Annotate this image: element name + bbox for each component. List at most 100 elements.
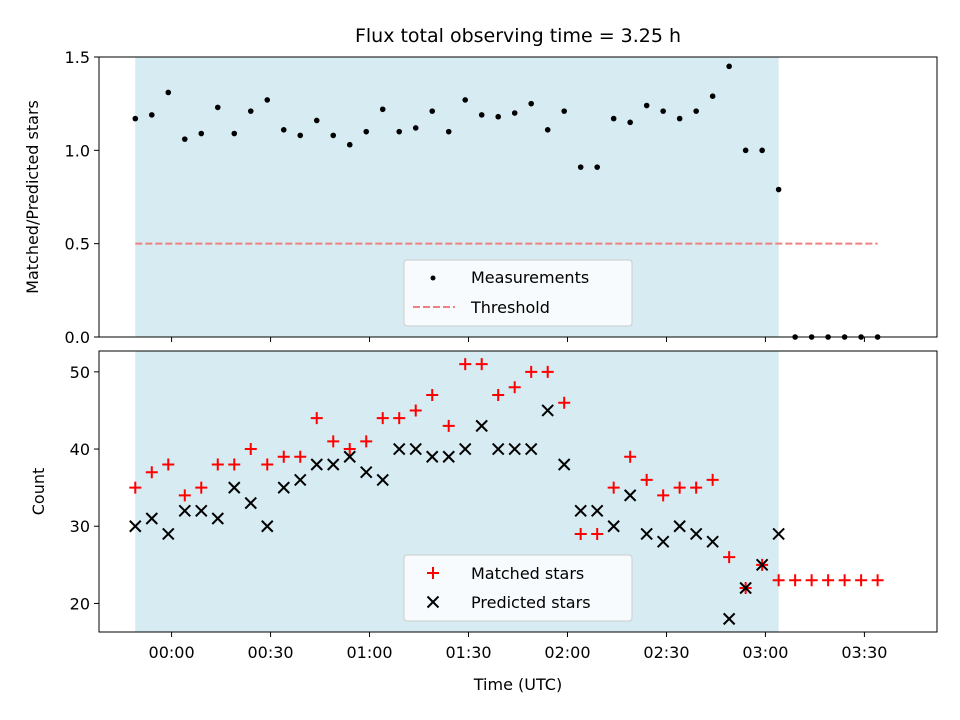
measurement-point: [181, 136, 188, 142]
matched-star-point: [838, 574, 851, 587]
top-legend-box: [403, 259, 633, 327]
matched-star-point: [690, 481, 703, 494]
top-y-tick-label: 1.0: [65, 141, 90, 160]
predicted-star-point: [640, 527, 653, 541]
matched-star-point: [145, 466, 158, 479]
measurement-point: [775, 186, 782, 193]
x-axis-label: Time (UTC): [473, 675, 562, 694]
matched-star-point: [871, 574, 884, 587]
measurement-point: [412, 125, 419, 131]
legend-predicted-label: Predicted stars: [471, 593, 591, 612]
predicted-star-point: [491, 442, 505, 456]
matched-star-point: [360, 435, 373, 448]
top-x-ticks: [171, 337, 865, 342]
predicted-star-point: [376, 473, 389, 487]
matched-star-point: [310, 412, 323, 425]
measurement-point: [495, 113, 502, 120]
top-axes-frame: [98, 56, 938, 338]
predicted-star-point: [673, 520, 686, 533]
measurement-point: [330, 132, 337, 139]
matched-star-point: [178, 489, 191, 502]
matched-star-point: [607, 481, 620, 494]
bottom-y-tick-label: 50: [70, 363, 90, 382]
chart-title: Flux total observing time = 3.25 h: [355, 25, 681, 47]
measurement-point: [660, 108, 666, 114]
predicted-star-point: [442, 450, 455, 463]
predicted-star-point: [310, 458, 323, 471]
matched-star-point: [657, 489, 670, 502]
measurement-point: [247, 108, 254, 114]
matched-star-point: [475, 358, 488, 371]
matched-star-point: [855, 574, 868, 587]
legend-matched-label: Matched stars: [471, 564, 584, 583]
measurement-point: [676, 115, 683, 122]
x-tick-label: 00:00: [149, 643, 195, 662]
legend-predicted-marker: [426, 595, 440, 609]
predicted-star-point: [772, 527, 785, 541]
measurement-points: [132, 63, 881, 340]
matched-star-point: [211, 458, 224, 471]
legend-matched-marker: [427, 567, 439, 579]
measurement-point: [462, 97, 469, 103]
predicted-star-point: [607, 520, 620, 533]
matched-star-point: [640, 473, 653, 486]
measurement-point: [363, 128, 370, 135]
matched-star-point: [673, 481, 686, 494]
matched-star-point: [525, 365, 538, 378]
predicted-star-point: [294, 473, 307, 487]
matched-star-point: [805, 574, 818, 587]
measurement-point: [313, 117, 320, 124]
x-tick-label: 00:30: [248, 643, 294, 662]
top-y-tick-label: 1.5: [65, 48, 90, 67]
predicted-star-point: [623, 489, 637, 502]
x-tick-label: 02:30: [643, 643, 689, 662]
measurement-point: [544, 127, 551, 133]
predicted-star-point: [195, 504, 208, 518]
measurement-point: [627, 119, 633, 126]
predicted-star-point: [722, 612, 736, 626]
predicted-star-point: [393, 442, 406, 456]
top-y-axis-label: Matched/Predicted stars: [23, 100, 42, 294]
measurement-point: [231, 130, 238, 137]
measurement-point: [379, 106, 386, 113]
predicted-star-point: [689, 527, 703, 541]
matched-star-point: [574, 527, 587, 540]
matched-star-point: [789, 574, 802, 587]
predicted-star-point: [211, 512, 224, 525]
measurement-point: [742, 147, 749, 154]
matched-star-point: [541, 365, 554, 378]
bottom-legend: Matched stars Predicted stars: [403, 554, 633, 622]
matched-star-point: [277, 450, 290, 463]
x-tick-label: 02:00: [544, 643, 590, 662]
top-y-tick-label: 0.0: [65, 328, 90, 347]
measurement-point: [643, 102, 650, 109]
x-tick-label: 03:30: [841, 643, 887, 662]
predicted-star-point: [557, 458, 571, 471]
matched-star-point: [195, 481, 208, 494]
legend-threshold-label: Threshold: [470, 298, 550, 317]
matched-star-point: [327, 435, 340, 448]
measurement-point: [132, 115, 139, 122]
measurement-point: [511, 110, 518, 116]
measurement-point: [528, 100, 534, 107]
x-tick-label: 01:00: [346, 643, 392, 662]
legend-matched-symbol: [427, 567, 439, 579]
x-tick-label: 01:30: [445, 643, 491, 662]
matched-star-point: [442, 419, 455, 432]
predicted-star-point: [574, 504, 587, 518]
bottom-y-ticks: 20 30 40 50: [70, 363, 99, 613]
predicted-star-point: [162, 527, 175, 541]
matched-star-point: [129, 481, 142, 494]
matched-star-point: [624, 450, 637, 463]
predicted-star-point: [244, 496, 257, 510]
predicted-star-point: [541, 404, 554, 417]
matched-star-point: [459, 358, 472, 371]
matched-star-point: [294, 450, 307, 463]
predicted-star-point: [524, 442, 538, 456]
predicted-star-point: [475, 419, 488, 433]
measurement-point: [561, 108, 567, 114]
predicted-star-point: [459, 442, 472, 456]
measurement-point: [165, 89, 172, 96]
